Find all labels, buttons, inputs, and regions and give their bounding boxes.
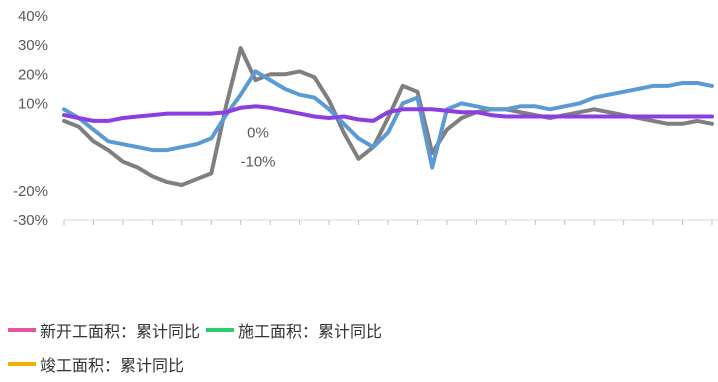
legend-label-completion: 竣工面积：累计同比 xyxy=(40,358,185,375)
series-line-1 xyxy=(62,46,714,187)
legend-swatch-construction xyxy=(206,328,235,332)
y-tick-label: 20% xyxy=(18,66,48,83)
series-line-2 xyxy=(62,69,714,170)
series-line-3 xyxy=(62,104,714,123)
y-tick-label: 40% xyxy=(18,8,48,25)
legend-swatch-completion xyxy=(8,362,36,366)
y-tick-label: 0% xyxy=(247,125,269,142)
legend-label-construction: 施工面积：累计同比 xyxy=(238,324,383,341)
y-axis: 40% 30% 20% 10% 0% -10% -20% -30% xyxy=(13,8,276,229)
legend-row-1: 新开工面积：累计同比 施工面积：累计同比 xyxy=(8,318,388,342)
legend-row-2: 竣工面积：累计同比 xyxy=(8,352,190,376)
y-tick-label: -20% xyxy=(13,183,48,200)
y-tick-label: 10% xyxy=(18,95,48,112)
y-tick-label: -30% xyxy=(13,212,48,229)
y-tick-label: 30% xyxy=(18,37,48,54)
legend-label-new-start: 新开工面积：累计同比 xyxy=(40,324,201,341)
y-tick-label: -10% xyxy=(240,154,275,171)
series-lines xyxy=(62,46,714,187)
legend-swatch-new-start xyxy=(8,328,36,332)
x-axis-ticks xyxy=(63,220,713,225)
